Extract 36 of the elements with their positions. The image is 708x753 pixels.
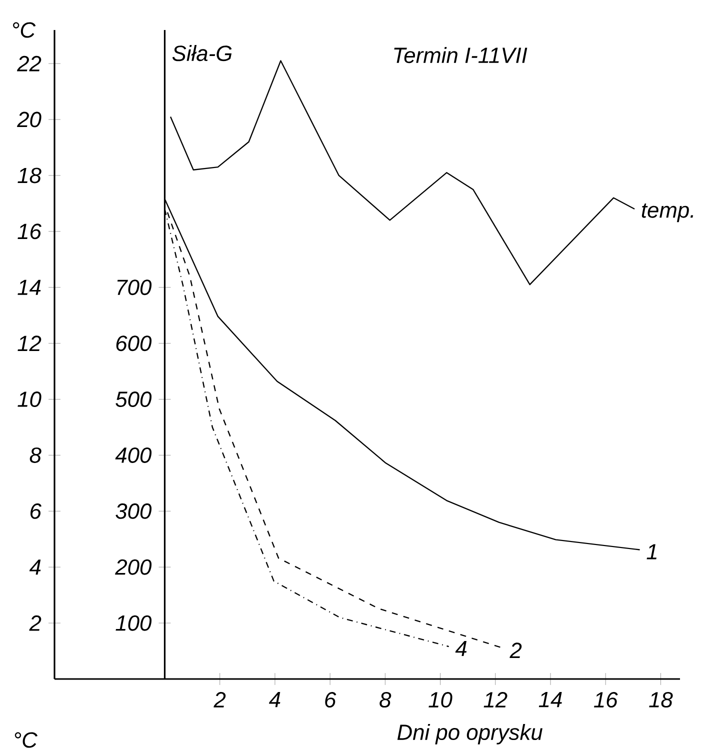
y2-axis-title: Siła-G	[172, 45, 232, 62]
y2-tick-label: 300	[116, 503, 152, 519]
y-tick-label: 4	[29, 560, 41, 575]
y2-tick-label: 500	[116, 392, 152, 408]
y2-tick-label: 600	[116, 336, 152, 352]
y2-tick-label: 200	[115, 559, 152, 575]
y-tick-label: 14	[18, 280, 41, 295]
x-tick-label: 18	[649, 692, 673, 708]
y-tick-label: 10	[18, 392, 42, 408]
x-axis-title: Dni po oprysku	[397, 724, 542, 744]
x-tick-label: 4	[268, 692, 280, 708]
y-tick-label: 6	[30, 503, 42, 519]
y-tick-label: 18	[18, 168, 42, 184]
y-tick-label: 12	[18, 336, 42, 351]
y2-tick-label: 100	[116, 615, 152, 631]
x-tick-label: 16	[594, 692, 618, 708]
x-tick-label: 14	[538, 692, 562, 708]
y-tick-label: 22	[16, 56, 42, 72]
x-tick-label: 10	[428, 692, 452, 708]
y2-tick-label: 700	[117, 280, 152, 296]
y-axis-title: °C	[13, 22, 36, 38]
series-label: 2	[510, 642, 522, 658]
series-label: 1	[646, 544, 656, 560]
y-tick-label: 16	[18, 224, 42, 240]
series-label: temp.	[642, 203, 694, 222]
text: Termin I-11VII	[394, 46, 528, 64]
x-tick-label: 2	[214, 692, 226, 708]
x-tick-label: 6	[325, 692, 336, 708]
y-tick-label: 8	[30, 447, 42, 463]
x-tick-label: 12	[484, 692, 508, 708]
series-label: 4	[455, 640, 467, 656]
y-tick-label: 2	[29, 615, 42, 631]
y-tick-label: 20	[16, 112, 42, 128]
text: °C	[14, 732, 38, 748]
x-tick-label: 8	[380, 692, 392, 708]
y2-tick-label: 400	[115, 447, 152, 463]
